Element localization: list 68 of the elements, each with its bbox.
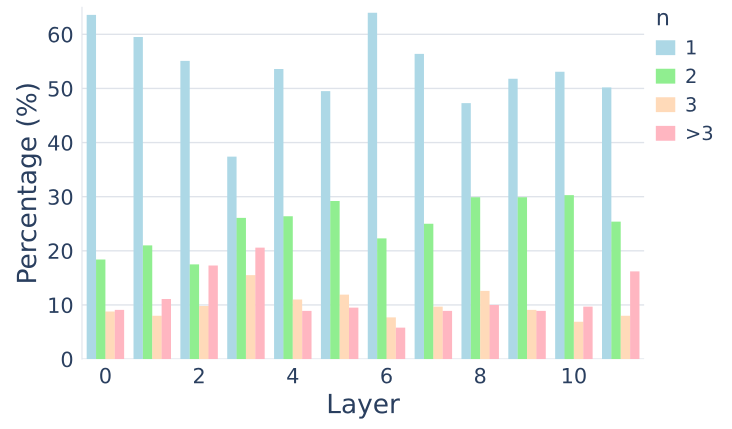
bar [414,54,424,360]
legend-label: 1 [687,40,696,54]
bar [536,310,546,360]
x-tick-label: 6 [381,368,392,384]
y-tick-label: 60 [48,26,72,43]
bar [518,197,528,360]
bar [114,310,124,360]
bar [86,14,96,360]
x-tick-label: 8 [474,368,486,384]
bar [490,304,499,360]
bar [292,300,302,360]
bar [433,306,443,360]
bar [96,259,106,360]
x-tick-label: 4 [287,368,298,384]
y-axis-title: Percentage (%) [16,84,42,282]
legend-label: 3 [686,97,696,112]
legend-label: 2 [686,68,696,83]
bar [208,265,218,360]
x-axis-title: Layer [328,394,400,419]
bar [162,299,171,360]
bar [508,78,518,360]
x-tick-label: 10 [562,368,586,384]
x-tick-label: 0 [100,368,111,384]
bar [396,328,406,360]
y-tick-label: 20 [48,243,72,260]
bar [283,216,293,360]
bar [368,12,378,360]
bar [527,310,536,360]
bar [574,322,584,360]
bar [583,306,593,360]
bar [470,197,480,360]
bar [480,290,490,360]
bar [142,245,152,360]
bar [620,316,630,360]
bar [602,87,612,360]
x-tick-label: 2 [194,368,204,384]
bar [246,275,256,360]
bar [555,72,565,360]
bar [274,68,284,360]
y-tick-label: 40 [48,135,72,151]
bar [199,306,208,360]
bar [302,310,312,360]
bar [461,103,471,360]
bar [227,156,237,360]
y-tick-label: 0 [62,352,72,368]
y-tick-label: 50 [48,80,72,97]
bar [255,248,265,360]
bar [424,224,434,360]
bar [377,238,386,360]
bar [180,60,190,360]
bar [442,310,452,360]
bar [134,37,143,360]
bar [386,317,396,360]
bar [320,91,330,360]
bar [564,195,574,360]
bar [349,308,358,360]
bar [190,264,200,360]
bar [236,218,246,360]
bar [105,311,115,360]
bar [152,316,162,360]
y-tick-label: 10 [49,297,72,314]
bar [330,201,340,360]
legend-label: >3 [687,126,712,140]
bar [630,271,640,360]
bar [340,294,350,360]
bar [611,222,621,360]
y-tick-label: 30 [48,189,72,205]
legend-title: n [658,12,668,26]
